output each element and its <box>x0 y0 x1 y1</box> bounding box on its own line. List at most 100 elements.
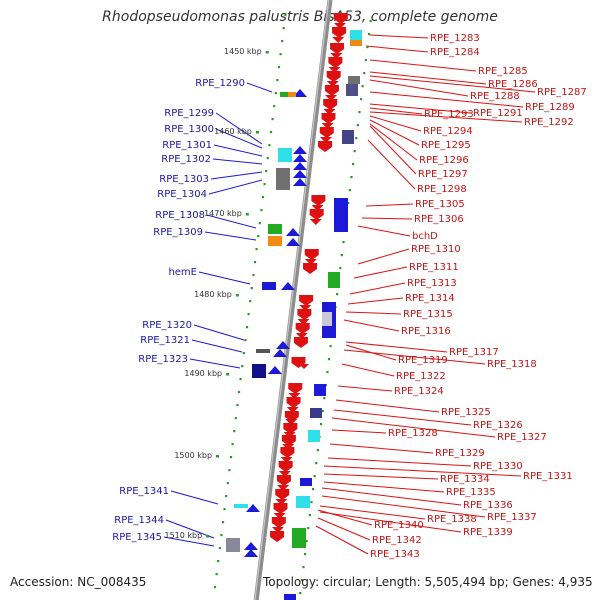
right-gene-label: RPE_1291 <box>473 108 523 119</box>
right-gene-label: RPE_1283 <box>430 33 480 44</box>
tick-dot <box>274 92 277 95</box>
forward-gene-arrow <box>295 323 310 334</box>
gene-block <box>234 504 248 508</box>
gene-block <box>268 224 282 234</box>
right-gene-label: RPE_1298 <box>417 184 467 195</box>
forward-gene-arrow <box>333 13 348 24</box>
forward-gene-arrow <box>285 419 298 425</box>
right-leader-line <box>369 75 536 93</box>
right-leader-line <box>343 349 486 365</box>
forward-gene-arrow <box>283 432 296 438</box>
tick-dot <box>263 183 266 186</box>
left-gene-label: RPE_1308 <box>155 210 205 221</box>
right-leader-line <box>361 217 413 220</box>
tick-dot <box>250 287 253 290</box>
right-leader-line <box>369 34 429 39</box>
right-gene-label: RPE_1286 <box>488 79 538 90</box>
right-gene-label: RPE_1342 <box>372 535 422 546</box>
right-gene-label: RPE_1284 <box>430 47 480 58</box>
kbp-tick-mark <box>265 51 269 54</box>
tick-dot <box>340 254 343 257</box>
tick-dot <box>258 222 261 225</box>
forward-gene-arrow <box>326 81 339 87</box>
tick-dot <box>217 560 220 563</box>
left-leader-line <box>165 519 215 539</box>
forward-gene-arrow <box>281 435 296 446</box>
left-leader-line <box>198 271 251 285</box>
tick-dot <box>364 59 367 62</box>
forward-gene-arrow <box>328 57 343 68</box>
gene-block <box>226 538 240 552</box>
right-gene-label: RPE_1294 <box>423 126 473 137</box>
right-gene-label: RPE_1305 <box>415 199 465 210</box>
reverse-gene-arrow <box>268 366 282 374</box>
forward-gene-arrow <box>323 109 336 115</box>
right-leader-line <box>369 71 487 85</box>
reverse-gene-arrow <box>246 504 260 512</box>
gene-block <box>350 30 362 40</box>
reverse-gene-arrow <box>244 549 258 557</box>
kbp-tick-mark <box>226 373 230 376</box>
gene-block <box>278 148 292 162</box>
left-leader-line <box>212 158 263 165</box>
tick-dot <box>353 150 356 153</box>
right-strand-labels: RPE_1283 RPE_1284 RPE_1285 RPE_1286RPE_1287… <box>370 33 587 560</box>
right-gene-label: RPE_1327 <box>497 432 547 443</box>
left-gene-label: RPE_1321 <box>140 335 190 346</box>
tick-dot <box>339 267 342 270</box>
forward-gene-arrow <box>299 364 309 369</box>
right-gene-label: RPE_1343 <box>370 549 420 560</box>
tick-dot <box>226 482 229 485</box>
left-gene-label: RPE_1301 <box>162 140 212 151</box>
tick-dot <box>218 547 221 550</box>
right-leader-line <box>357 225 411 237</box>
reverse-gene-arrow <box>293 154 307 162</box>
right-leader-line <box>365 203 414 207</box>
left-leader-line <box>163 536 215 547</box>
right-leader-line <box>369 123 418 161</box>
forward-gene-arrow <box>309 209 324 220</box>
tick-dot <box>279 53 282 56</box>
gene-block <box>262 282 276 290</box>
right-gene-label: RPE_1338 <box>427 514 477 525</box>
forward-gene-arrow <box>280 447 295 458</box>
tick-dot <box>236 404 239 407</box>
kbp-tick-label: 1480 kbp <box>194 290 232 299</box>
tick-dot <box>257 235 260 238</box>
right-leader-line <box>327 457 472 467</box>
kbp-tick-mark <box>245 213 249 216</box>
left-gene-label: RPE_1290 <box>195 78 245 89</box>
tick-dot <box>347 202 350 205</box>
gene-block <box>310 408 322 418</box>
forward-gene-arrow <box>270 531 285 542</box>
gene-block <box>296 496 310 508</box>
reverse-gene-arrow <box>293 89 307 97</box>
gene-block <box>292 528 306 548</box>
tick-dot <box>315 462 318 465</box>
forward-gene-arrow <box>276 475 291 486</box>
right-gene-label: RPE_1306 <box>414 214 464 225</box>
right-leader-line <box>329 443 434 454</box>
tick-dot <box>253 261 257 264</box>
right-gene-label: RPE_1313 <box>407 278 457 289</box>
forward-gene-arrow <box>325 95 338 101</box>
forward-gene-arrow <box>286 397 301 408</box>
tick-dot <box>228 469 231 472</box>
tick-dot <box>313 475 316 478</box>
tick-dot <box>269 131 273 134</box>
left-gene-label: RPE_1302 <box>161 154 211 165</box>
right-gene-label: RPE_1337 <box>487 512 537 523</box>
tick-dot <box>369 20 372 23</box>
right-gene-label: RPE_1315 <box>403 309 453 320</box>
forward-gene-arrow <box>319 127 334 138</box>
left-gene-label: RPE_1344 <box>114 515 164 526</box>
gene-block <box>268 236 282 246</box>
forward-gene-arrow <box>283 423 298 434</box>
tick-dot <box>255 248 258 251</box>
right-gene-label: RPE_1340 <box>374 520 424 531</box>
tick-dot <box>366 46 369 49</box>
left-gene-label: RPE_1304 <box>157 189 207 200</box>
label-leader-lines <box>163 34 536 555</box>
tick-dot <box>350 176 353 179</box>
